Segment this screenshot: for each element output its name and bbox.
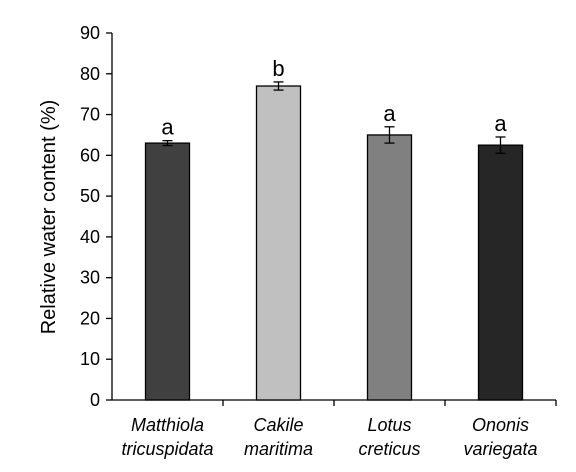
y-tick-label: 30	[80, 268, 100, 288]
y-tick-label: 50	[80, 186, 100, 206]
x-tick-label: maritima	[244, 439, 313, 459]
significance-label: a	[494, 111, 507, 136]
y-tick-label: 90	[80, 23, 100, 43]
x-tick-label: Cakile	[253, 415, 303, 435]
significance-label: a	[161, 115, 174, 140]
significance-label: b	[272, 56, 284, 81]
x-tick-label: variegata	[463, 439, 537, 459]
bar	[477, 144, 524, 401]
x-tick-label: Ononis	[472, 415, 529, 435]
y-tick-label: 20	[80, 308, 100, 328]
x-tick-label: tricuspidata	[121, 439, 213, 459]
plot-area: 0 10 20 30 40 50 60 70 80 90 a Matthiola tricuspidat…	[80, 23, 557, 459]
significance-label: a	[383, 101, 396, 126]
x-tick-label: Lotus	[367, 415, 411, 435]
x-tick-label: creticus	[358, 439, 420, 459]
bar	[144, 142, 191, 401]
y-tick-label: 10	[80, 349, 100, 369]
x-tick-label: Matthiola	[131, 415, 204, 435]
bar	[255, 85, 302, 401]
y-tick-label: 70	[80, 105, 100, 125]
y-tick-label: 80	[80, 64, 100, 84]
y-tick-label: 0	[90, 390, 100, 410]
bar	[366, 134, 413, 401]
y-tick-label: 60	[80, 145, 100, 165]
y-tick-label: 40	[80, 227, 100, 247]
y-axis-title: Relative water content (%)	[38, 100, 60, 335]
